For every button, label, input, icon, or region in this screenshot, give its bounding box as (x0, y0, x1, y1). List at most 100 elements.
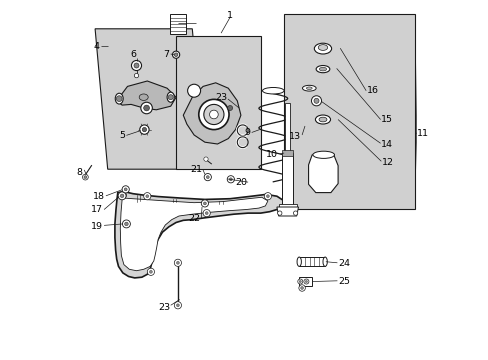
Bar (282, 150, 293, 156)
Text: 4: 4 (94, 42, 100, 51)
Circle shape (311, 96, 321, 106)
Text: 17: 17 (91, 205, 103, 214)
Text: 12: 12 (381, 158, 393, 166)
Circle shape (174, 302, 181, 309)
Polygon shape (120, 197, 267, 271)
Circle shape (204, 174, 211, 181)
Circle shape (134, 73, 139, 78)
Bar (298, 277, 311, 286)
Polygon shape (308, 155, 337, 193)
Circle shape (172, 51, 179, 58)
Circle shape (131, 60, 141, 71)
Text: 22: 22 (188, 215, 200, 223)
Circle shape (143, 193, 151, 200)
Polygon shape (95, 29, 204, 169)
Ellipse shape (167, 92, 174, 102)
Polygon shape (183, 83, 241, 144)
Text: 24: 24 (337, 259, 349, 268)
Text: 18: 18 (93, 192, 104, 201)
Circle shape (118, 192, 126, 200)
Ellipse shape (318, 117, 326, 122)
Circle shape (227, 176, 234, 183)
Ellipse shape (315, 115, 330, 124)
Circle shape (147, 268, 154, 275)
Text: 1: 1 (226, 11, 233, 20)
Circle shape (142, 127, 146, 132)
Circle shape (266, 195, 269, 198)
Circle shape (205, 212, 208, 215)
Text: 13: 13 (289, 132, 301, 141)
Circle shape (303, 279, 308, 284)
Text: 14: 14 (381, 140, 392, 149)
Text: 23: 23 (158, 303, 170, 312)
Circle shape (122, 186, 129, 193)
Circle shape (297, 279, 302, 284)
Ellipse shape (322, 257, 326, 266)
Circle shape (143, 105, 149, 111)
Circle shape (134, 63, 139, 68)
Text: 21: 21 (190, 165, 202, 174)
Text: 16: 16 (366, 86, 378, 95)
Ellipse shape (262, 87, 284, 94)
Circle shape (168, 95, 173, 100)
Circle shape (116, 96, 122, 102)
Bar (282, 153, 293, 207)
Circle shape (299, 280, 301, 283)
Text: 10: 10 (266, 150, 278, 159)
Circle shape (119, 192, 126, 199)
Polygon shape (117, 81, 176, 110)
Ellipse shape (314, 43, 331, 54)
Ellipse shape (302, 85, 316, 91)
Ellipse shape (319, 67, 326, 71)
Circle shape (122, 220, 130, 228)
Circle shape (305, 280, 307, 283)
Circle shape (124, 222, 128, 226)
Text: 7: 7 (163, 50, 169, 59)
Ellipse shape (139, 94, 148, 100)
Ellipse shape (312, 151, 334, 158)
Circle shape (229, 178, 232, 181)
Ellipse shape (316, 66, 329, 73)
Ellipse shape (296, 257, 301, 266)
Circle shape (187, 84, 200, 97)
Circle shape (176, 261, 179, 264)
Text: 6: 6 (130, 50, 136, 59)
Bar (170, 14, 186, 34)
Ellipse shape (306, 87, 311, 90)
Text: 15: 15 (381, 115, 392, 124)
Ellipse shape (115, 93, 123, 104)
Circle shape (174, 53, 178, 57)
Circle shape (209, 110, 218, 119)
Text: 5: 5 (119, 131, 125, 140)
Circle shape (206, 176, 209, 179)
Circle shape (298, 285, 305, 291)
Circle shape (199, 99, 228, 130)
Circle shape (203, 157, 208, 161)
Circle shape (313, 98, 318, 103)
Circle shape (293, 211, 297, 215)
Text: 8: 8 (76, 168, 81, 177)
Circle shape (203, 210, 210, 217)
Circle shape (140, 125, 149, 134)
Circle shape (141, 102, 152, 114)
Text: 19: 19 (91, 222, 103, 231)
Text: 11: 11 (416, 129, 427, 138)
Circle shape (121, 194, 124, 197)
Circle shape (149, 270, 152, 273)
Circle shape (203, 104, 224, 125)
Circle shape (120, 194, 123, 198)
Circle shape (176, 304, 179, 307)
Text: 23: 23 (215, 94, 227, 103)
Polygon shape (284, 14, 415, 209)
Polygon shape (115, 192, 284, 278)
Text: 25: 25 (337, 277, 349, 286)
Polygon shape (276, 207, 298, 216)
Circle shape (84, 176, 87, 179)
Circle shape (82, 174, 88, 180)
Circle shape (300, 287, 303, 289)
Circle shape (124, 188, 127, 191)
Circle shape (264, 193, 271, 200)
Ellipse shape (318, 45, 327, 50)
Text: 20: 20 (235, 179, 247, 188)
Circle shape (174, 259, 181, 266)
